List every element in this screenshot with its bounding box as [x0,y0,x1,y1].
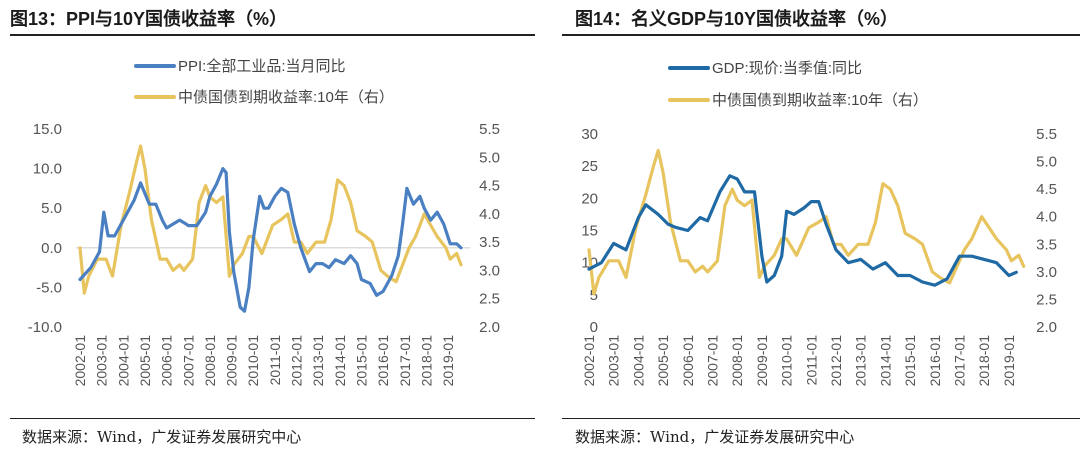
y-left-tick-label: 25 [581,158,598,175]
y-right-tick-label: 2.0 [479,319,500,336]
chart13-title: 图13：PPI与10Y国债收益率（%） [10,9,288,29]
legend-label: PPI:全部工业品:当月同比 [178,58,346,75]
x-tick-label: 2009-01 [754,335,770,387]
y-right-tick-label: 3.5 [1036,236,1057,253]
y-right-tick-label: 4.0 [1036,209,1057,226]
x-tick-label: 2002-01 [72,335,88,387]
legend-item-bond-yield: 中债国债到期收益率:10年（右） [668,89,928,110]
legend-item-ppi: PPI:全部工业品:当月同比 [134,55,346,76]
chart14-source: 数据来源：Wind，广发证券发展研究中心 [575,428,855,446]
y-left-tick-label: 0 [590,319,598,336]
y-left-tick-label: 0.0 [41,240,62,257]
legend-swatch-blue [668,65,710,70]
bond-yield-series-line [78,144,463,295]
y-right-tick-label: 2.5 [479,291,500,308]
x-tick-label: 2003-01 [606,335,622,387]
legend-swatch-yellow [134,94,176,99]
x-tick-label: 2002-01 [581,335,597,387]
x-tick-label: 2005-01 [655,335,671,387]
x-tick-label: 2006-01 [680,335,696,387]
y-left-tick-label: 15.0 [33,121,62,138]
x-tick-label: 2004-01 [115,335,131,387]
bond-yield-series-line [587,148,1026,296]
x-tick-label: 2015-01 [353,335,369,387]
y-right-tick-label: 5.5 [479,121,500,138]
x-tick-label: 2006-01 [159,335,175,387]
x-tick-label: 2016-01 [375,335,391,387]
x-tick-label: 2011-01 [267,335,283,386]
x-tick-label: 2010-01 [245,335,261,387]
x-tick-label: 2017-01 [952,335,968,387]
y-left-tick-label: 10.0 [33,161,62,178]
x-tick-label: 2014-01 [877,335,893,387]
chart-1: 3025201510505.55.04.54.03.53.02.52.02002… [581,126,1057,386]
ppi-series-line [78,167,463,313]
x-tick-label: 2003-01 [94,335,110,387]
x-tick-label: 2004-01 [630,335,646,387]
x-tick-label: 2018-01 [418,335,434,387]
chart14-title: 图14：名义GDP与10Y国债收益率（%） [575,9,899,29]
x-tick-label: 2007-01 [180,335,196,387]
y-right-tick-label: 3.0 [1036,264,1057,281]
x-tick-label: 2015-01 [902,335,918,387]
y-right-tick-label: 2.0 [1036,319,1057,336]
x-tick-label: 2007-01 [705,335,721,387]
x-tick-label: 2009-01 [224,335,240,387]
x-tick-label: 2018-01 [976,335,992,387]
chart13-source: 数据来源：Wind，广发证券发展研究中心 [22,428,302,446]
y-right-tick-label: 4.5 [479,178,500,195]
x-tick-label: 2012-01 [289,335,305,387]
y-right-tick-label: 5.5 [1036,126,1057,143]
gdp-series-line [587,174,1018,287]
x-tick-label: 2014-01 [332,335,348,387]
x-tick-label: 2016-01 [927,335,943,387]
y-left-tick-label: -5.0 [36,279,62,296]
x-tick-label: 2013-01 [853,335,869,387]
x-tick-label: 2013-01 [310,335,326,387]
y-right-tick-label: 2.5 [1036,291,1057,308]
legend-label: GDP:现价:当季值:同比 [712,60,863,77]
footer-divider [10,418,535,419]
y-left-tick-label: 5.0 [41,200,62,217]
x-tick-label: 2008-01 [729,335,745,387]
x-tick-label: 2012-01 [828,335,844,387]
y-right-tick-label: 4.5 [1036,181,1057,198]
x-tick-label: 2019-01 [440,335,456,387]
y-left-tick-label: 15 [581,223,598,240]
y-right-tick-label: 4.0 [479,206,500,223]
x-tick-label: 2011-01 [803,335,819,386]
x-tick-label: 2010-01 [779,335,795,387]
legend-label: 中债国债到期收益率:10年（右） [178,89,394,106]
legend-item-bond-yield: 中债国债到期收益率:10年（右） [134,86,394,107]
footer-divider [562,418,1080,419]
y-left-tick-label: 30 [581,126,598,143]
x-tick-label: 2019-01 [1001,335,1017,387]
y-right-tick-label: 3.0 [479,262,500,279]
legend-swatch-yellow [668,97,710,102]
y-right-tick-label: 3.5 [479,234,500,251]
x-tick-label: 2017-01 [397,335,413,387]
y-left-tick-label: -10.0 [28,319,62,336]
y-right-tick-label: 5.0 [1036,154,1057,171]
y-left-tick-label: 20 [581,190,598,207]
legend-label: 中债国债到期收益率:10年（右） [712,92,928,109]
title-divider [562,34,1080,36]
legend-item-gdp: GDP:现价:当季值:同比 [668,57,862,78]
y-right-tick-label: 5.0 [479,149,500,166]
chart-0: 15.0 10.0 5.0 0.0 -5.0 -10.0 5.5 5.0 4.5 4.0 3.5 3.… [28,121,500,386]
legend-swatch-blue [134,63,176,68]
x-tick-label: 2005-01 [137,335,153,387]
x-tick-label: 2008-01 [202,335,218,387]
title-divider [10,34,535,36]
